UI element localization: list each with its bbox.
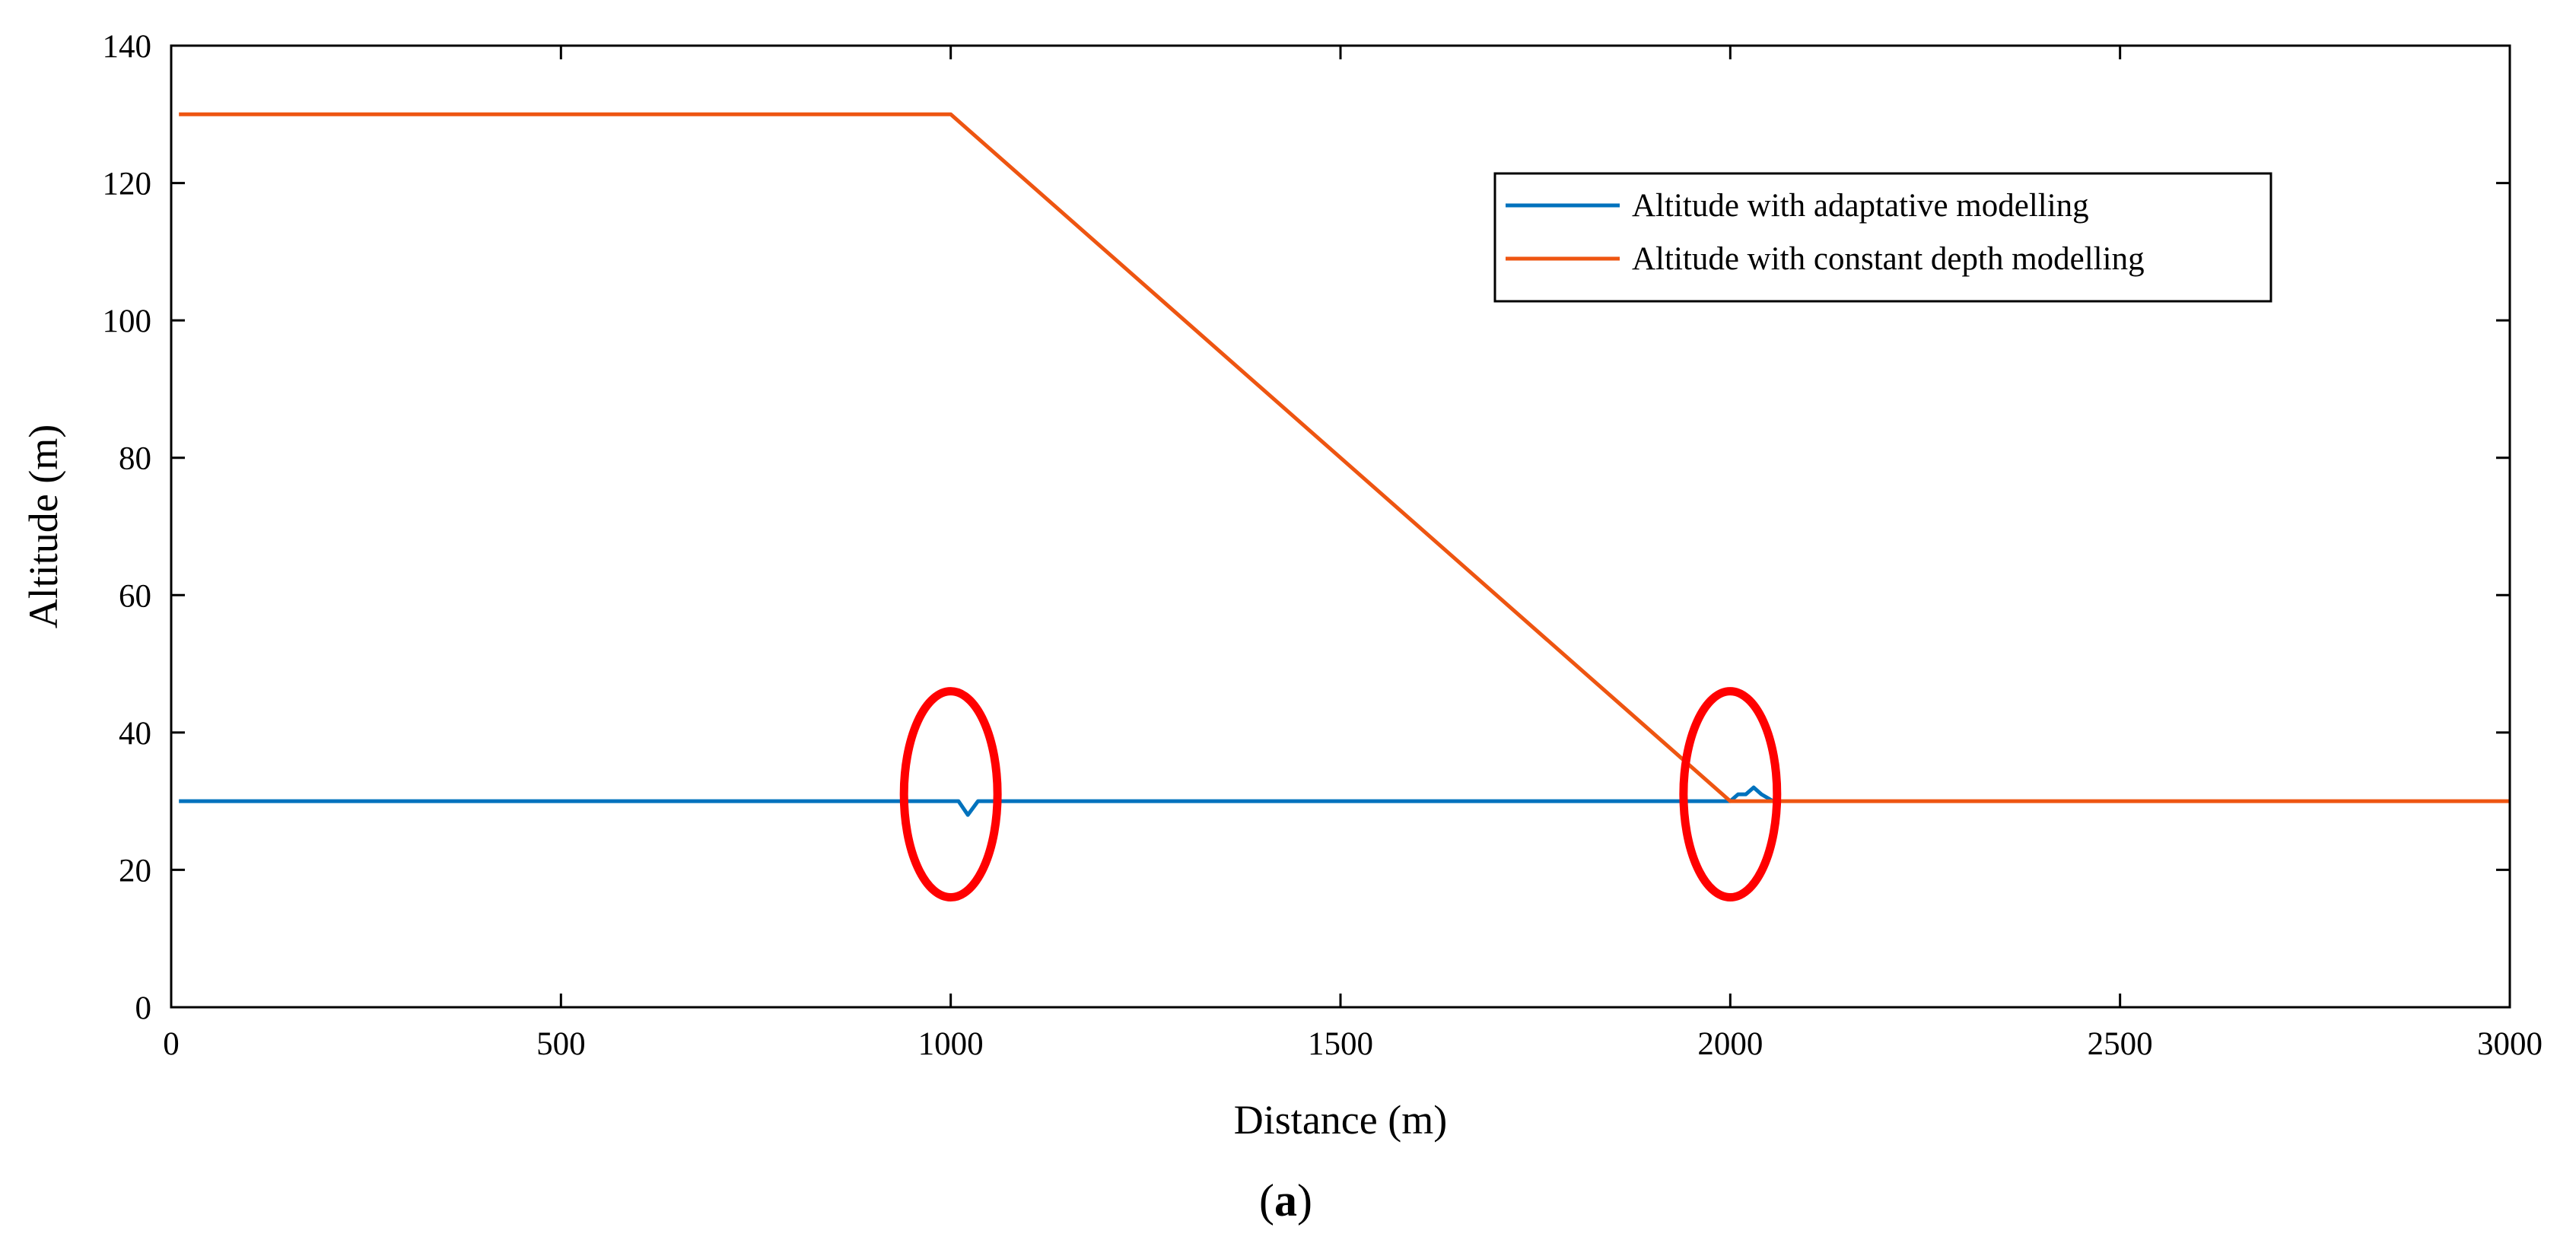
y-tick-label: 40 (119, 716, 151, 752)
x-tick-label: 0 (163, 1026, 180, 1062)
y-tick-label: 20 (119, 853, 151, 889)
x-tick-label: 2000 (1697, 1026, 1763, 1062)
y-tick-label: 140 (103, 29, 152, 65)
highlight-ellipse-2 (1679, 687, 1782, 902)
annotation-layer (899, 687, 1782, 902)
x-tick-label: 1000 (918, 1026, 984, 1062)
series-layer (179, 112, 2510, 817)
y-tick-label: 60 (119, 578, 151, 614)
x-tick-label: 1500 (1308, 1026, 1373, 1062)
legend: Altitude with adaptative modelling Altitu… (1493, 172, 2272, 303)
subfigure-caption: (a) (1259, 1175, 1312, 1226)
x-axis-label: Distance (m) (1234, 1097, 1447, 1143)
highlight-ellipse-1 (899, 687, 1002, 902)
x-tick-label: 2500 (2088, 1026, 2153, 1062)
x-tick-label: 500 (536, 1026, 586, 1062)
caption-close-paren: ) (1297, 1175, 1312, 1226)
legend-entry-label: Altitude with constant depth modelling (1632, 241, 2145, 277)
legend-entry-label: Altitude with adaptative modelling (1632, 188, 2089, 224)
caption-label: a (1274, 1175, 1297, 1226)
y-tick-label: 0 (135, 990, 152, 1026)
y-axis-ticks: 0 20 40 60 80 100 120 140 (103, 29, 2510, 1026)
y-tick-label: 120 (103, 167, 152, 202)
y-axis-label: Altitude (m) (21, 424, 66, 628)
caption-open-paren: ( (1259, 1175, 1274, 1226)
y-tick-label: 80 (119, 441, 151, 477)
legend-box (1493, 172, 2272, 303)
series-line-2 (179, 112, 2510, 803)
x-tick-label: 3000 (2477, 1026, 2543, 1062)
y-tick-label: 100 (103, 304, 152, 339)
x-axis-ticks: 0 500 1000 1500 2000 2500 3000 (163, 46, 2543, 1062)
